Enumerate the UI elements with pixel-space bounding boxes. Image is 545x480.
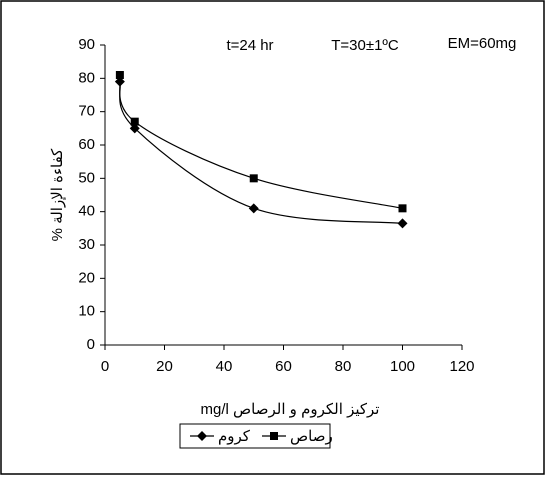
marker-square <box>398 204 407 213</box>
x-axis-label: تركيز الكروم و الرصاص mg/l <box>201 401 380 418</box>
x-tick-label: 40 <box>216 358 233 375</box>
marker-diamond <box>197 431 207 441</box>
marker-diamond <box>397 218 408 229</box>
series-line <box>119 74 403 209</box>
annotation: EM=60mg <box>448 35 517 52</box>
annotation: t=24 hr <box>226 37 273 54</box>
y-tick-label: 90 <box>78 36 95 53</box>
y-tick-label: 40 <box>78 203 95 220</box>
y-tick-label: 0 <box>87 336 95 353</box>
x-tick-label: 120 <box>449 358 474 375</box>
marker-diamond <box>248 203 259 214</box>
y-tick-label: 70 <box>78 103 95 120</box>
annotation: T=30±1ºC <box>331 37 399 54</box>
marker-diamond <box>129 123 140 134</box>
marker-square <box>270 432 278 440</box>
series-line <box>119 81 403 224</box>
legend-label: رصاص <box>290 428 333 445</box>
legend-label: كروم <box>218 428 251 445</box>
y-axis-label: كفاءة الإزالة % <box>49 148 66 241</box>
x-tick-label: 80 <box>335 358 352 375</box>
marker-square <box>115 71 124 79</box>
y-tick-label: 20 <box>78 269 95 286</box>
x-tick-label: 100 <box>390 358 415 375</box>
y-tick-label: 30 <box>78 236 95 253</box>
y-tick-label: 80 <box>78 69 95 86</box>
y-tick-label: 10 <box>78 303 95 320</box>
x-tick-label: 20 <box>156 358 173 375</box>
y-tick-label: 50 <box>78 169 95 186</box>
y-tick-label: 60 <box>78 136 95 153</box>
marker-square <box>249 174 258 183</box>
x-tick-label: 60 <box>275 358 292 375</box>
marker-square <box>130 117 139 126</box>
x-tick-label: 0 <box>101 358 109 375</box>
